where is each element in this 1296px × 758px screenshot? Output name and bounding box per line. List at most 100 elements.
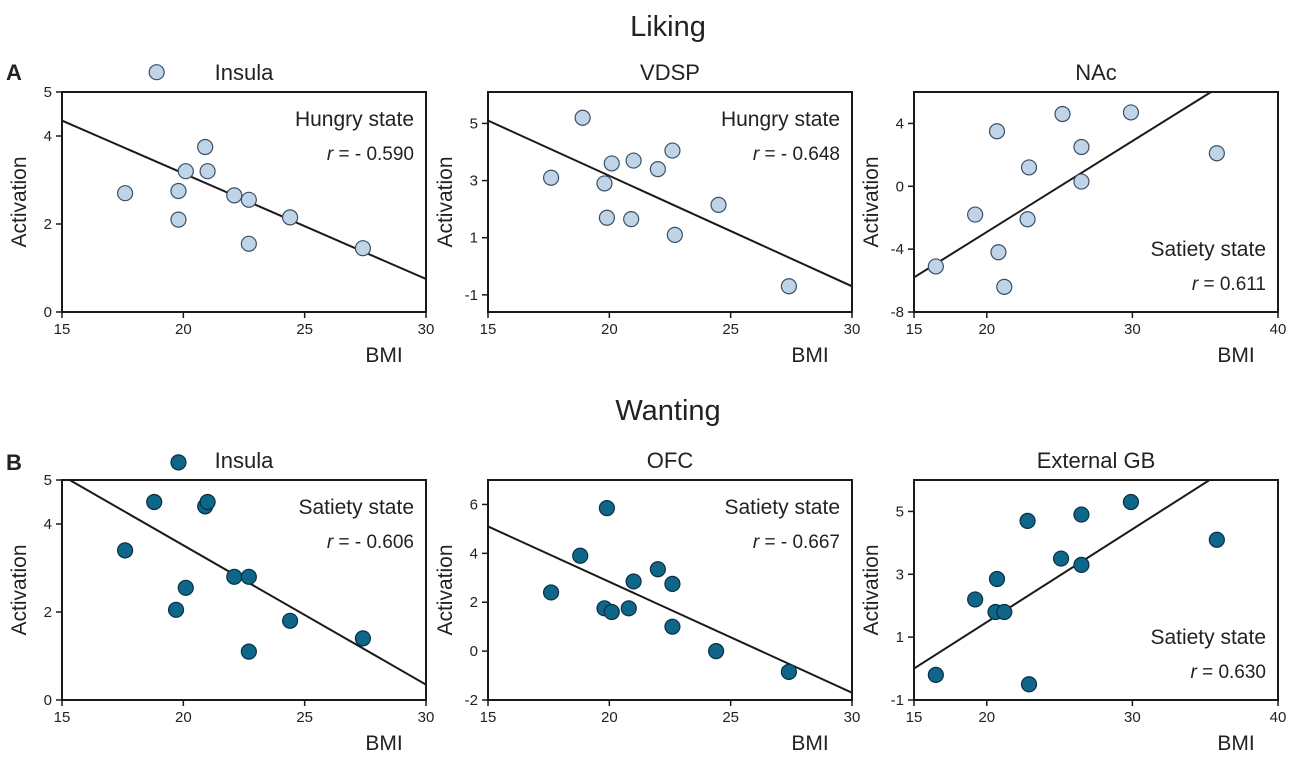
chart-title: Insula <box>215 448 274 473</box>
r-value: = 0.630 <box>1202 662 1266 683</box>
x-tick-label: 30 <box>1124 709 1141 726</box>
y-tick-label: 6 <box>470 496 478 513</box>
x-tick-label: 20 <box>175 709 192 726</box>
state-label: Satiety state <box>298 496 414 519</box>
y-tick-label: 3 <box>470 173 478 190</box>
data-point <box>625 573 642 590</box>
x-tick-label: 15 <box>480 321 497 338</box>
y-axis-label: Activation <box>434 544 457 635</box>
plot-frame <box>913 91 1279 313</box>
chart-panel: NAc 15 20 30 40 -8 -4 0 4 BMI Activation Satiety st… <box>860 60 1286 367</box>
y-tick-label: 2 <box>44 604 52 621</box>
data-point <box>967 591 984 608</box>
data-point <box>708 643 725 660</box>
x-tick-label: 20 <box>601 709 618 726</box>
data-point <box>927 666 944 683</box>
data-point <box>1073 556 1090 573</box>
data-point <box>996 603 1013 621</box>
data-point <box>649 161 666 178</box>
data-point <box>177 579 194 596</box>
correlation-label: r = - 0.648 <box>753 144 840 165</box>
data-point <box>170 454 187 471</box>
data-point <box>1020 159 1038 176</box>
data-point <box>988 570 1006 588</box>
data-point <box>1054 105 1071 123</box>
chart-panel: Insula 15 20 25 30 0 2 4 5 BMI Activation Hungry st… <box>8 60 434 367</box>
r-value: = - 0.648 <box>764 144 840 165</box>
y-tick-label: 2 <box>470 594 478 611</box>
y-tick-label: -1 <box>465 287 478 304</box>
y-tick-label: 3 <box>896 566 904 583</box>
y-tick-label: 4 <box>896 115 904 132</box>
x-tick-label: 30 <box>1124 321 1141 338</box>
data-point <box>1073 173 1090 190</box>
correlation-label: r = - 0.590 <box>327 144 414 165</box>
chart-title: NAc <box>1075 60 1117 85</box>
x-tick-label: 15 <box>54 709 71 726</box>
chart-title: VDSP <box>640 60 700 85</box>
y-tick-label: 5 <box>44 472 52 489</box>
data-point <box>354 240 372 257</box>
data-point <box>996 278 1013 295</box>
y-tick-label: 5 <box>896 503 904 520</box>
data-point <box>1122 104 1140 121</box>
data-point <box>603 603 620 621</box>
data-point <box>542 584 560 601</box>
y-tick-label: 2 <box>44 216 52 233</box>
plot-frame <box>61 479 427 701</box>
data-point <box>240 568 257 585</box>
y-tick-label: -8 <box>891 304 904 321</box>
x-tick-label: 30 <box>418 709 435 726</box>
x-tick-label: 30 <box>844 321 861 338</box>
state-label: Satiety state <box>1150 626 1266 649</box>
regression-line <box>488 119 852 288</box>
data-point <box>664 618 681 635</box>
x-axis-label: BMI <box>365 344 402 367</box>
x-tick-label: 25 <box>296 321 313 338</box>
data-point <box>710 196 727 213</box>
data-point <box>1122 493 1140 511</box>
data-point <box>240 191 257 208</box>
r-symbol: r <box>1190 662 1202 683</box>
plot-frame <box>913 479 1279 701</box>
data-point <box>226 187 243 204</box>
data-point <box>240 235 257 252</box>
section-title-wanting: Wanting <box>615 395 720 427</box>
data-point <box>542 169 560 186</box>
x-tick-label: 20 <box>978 709 995 726</box>
x-tick-label: 15 <box>480 709 497 726</box>
y-axis-label: Activation <box>434 156 457 247</box>
data-point <box>598 500 616 517</box>
y-tick-label: 0 <box>470 643 478 660</box>
data-point <box>1019 211 1036 228</box>
y-tick-label: 1 <box>896 629 904 646</box>
state-label: Hungry state <box>721 108 840 131</box>
data-point <box>226 568 243 585</box>
x-tick-label: 15 <box>906 321 923 338</box>
data-point <box>988 123 1006 140</box>
data-point <box>603 155 620 172</box>
data-point <box>146 493 163 511</box>
r-symbol: r <box>327 532 339 553</box>
y-tick-label: 5 <box>470 115 478 132</box>
data-point <box>1073 138 1090 156</box>
data-point <box>598 209 616 226</box>
data-point <box>199 163 216 180</box>
x-tick-label: 40 <box>1270 709 1287 726</box>
y-axis-label: Activation <box>8 544 31 635</box>
data-point <box>170 211 187 228</box>
data-point <box>170 182 187 200</box>
data-point <box>990 244 1007 261</box>
correlation-label: r = - 0.606 <box>327 532 414 553</box>
plot-frame <box>61 91 427 313</box>
chart-title: Insula <box>215 60 274 85</box>
x-tick-label: 15 <box>906 709 923 726</box>
y-tick-label: 0 <box>44 304 52 321</box>
x-tick-label: 30 <box>418 321 435 338</box>
y-tick-label: 4 <box>470 545 478 562</box>
r-symbol: r <box>327 144 339 165</box>
plot-frame <box>487 91 853 313</box>
data-point <box>167 601 185 618</box>
data-point <box>967 206 984 223</box>
